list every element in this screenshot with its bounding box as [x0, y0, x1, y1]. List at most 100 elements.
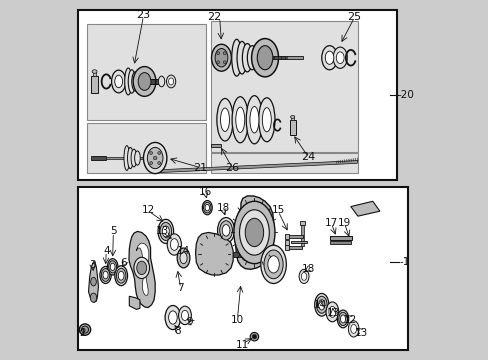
Circle shape [149, 152, 152, 154]
Ellipse shape [251, 39, 278, 77]
Ellipse shape [158, 219, 173, 243]
Ellipse shape [340, 315, 345, 323]
Bar [285, 239, 288, 244]
Text: 2: 2 [79, 328, 85, 338]
Ellipse shape [116, 268, 126, 283]
Ellipse shape [249, 107, 258, 133]
Ellipse shape [235, 107, 244, 132]
Text: 14: 14 [313, 300, 326, 310]
Bar [210, 144, 220, 147]
Text: 19: 19 [337, 217, 350, 228]
Ellipse shape [133, 67, 156, 96]
Ellipse shape [290, 116, 294, 118]
Ellipse shape [115, 75, 122, 88]
Bar [286, 235, 303, 238]
Polygon shape [129, 231, 155, 307]
Circle shape [223, 52, 225, 55]
Ellipse shape [100, 266, 111, 283]
Ellipse shape [257, 46, 272, 70]
Ellipse shape [134, 151, 140, 165]
Ellipse shape [81, 326, 88, 333]
Ellipse shape [325, 51, 333, 64]
Ellipse shape [131, 149, 137, 167]
Ellipse shape [264, 250, 283, 279]
Bar [329, 241, 350, 244]
Text: 14: 14 [177, 246, 190, 256]
Ellipse shape [90, 278, 96, 286]
Circle shape [149, 162, 152, 165]
Text: 10: 10 [230, 315, 244, 325]
Ellipse shape [166, 75, 175, 88]
Ellipse shape [90, 293, 97, 302]
Text: 25: 25 [346, 12, 361, 22]
Polygon shape [195, 233, 233, 275]
Polygon shape [240, 203, 267, 261]
Bar [105, 157, 151, 159]
Ellipse shape [158, 76, 164, 87]
Text: 18: 18 [216, 203, 229, 213]
Ellipse shape [244, 218, 263, 247]
Text: 22: 22 [207, 12, 221, 22]
Ellipse shape [165, 306, 181, 329]
Text: 5: 5 [110, 226, 117, 237]
Text: 13: 13 [354, 328, 367, 338]
Ellipse shape [328, 306, 335, 317]
Ellipse shape [103, 271, 108, 279]
Ellipse shape [252, 334, 256, 339]
Ellipse shape [124, 68, 132, 95]
Text: 7: 7 [177, 283, 183, 293]
Ellipse shape [239, 210, 269, 255]
Ellipse shape [138, 73, 151, 90]
Ellipse shape [267, 256, 279, 273]
Ellipse shape [128, 70, 135, 93]
Ellipse shape [203, 202, 211, 213]
Polygon shape [235, 196, 273, 269]
Ellipse shape [233, 201, 274, 264]
Text: 21: 21 [193, 163, 207, 172]
Text: 12: 12 [142, 205, 155, 215]
Ellipse shape [232, 97, 248, 143]
Ellipse shape [246, 96, 262, 144]
Ellipse shape [220, 108, 229, 131]
Ellipse shape [217, 217, 234, 243]
Text: 26: 26 [224, 163, 239, 172]
Circle shape [216, 61, 219, 64]
Ellipse shape [332, 47, 346, 68]
Text: -20: -20 [397, 90, 414, 100]
Ellipse shape [350, 324, 356, 333]
Text: 8: 8 [174, 326, 180, 336]
Bar [286, 246, 302, 249]
Ellipse shape [134, 257, 149, 279]
Ellipse shape [137, 261, 146, 275]
Ellipse shape [147, 147, 163, 168]
Text: 24: 24 [301, 152, 315, 162]
Bar [86, 123, 205, 173]
Text: 4: 4 [103, 246, 109, 256]
Ellipse shape [219, 221, 232, 240]
Ellipse shape [181, 310, 188, 320]
Ellipse shape [301, 273, 306, 280]
Bar [78, 10, 396, 180]
Ellipse shape [168, 78, 173, 85]
Bar [93, 72, 96, 76]
Bar [210, 153, 357, 173]
Ellipse shape [110, 263, 115, 270]
Polygon shape [136, 243, 148, 295]
Ellipse shape [143, 143, 166, 174]
Ellipse shape [247, 46, 257, 70]
Text: 13: 13 [155, 226, 168, 237]
Ellipse shape [299, 269, 308, 283]
Text: 17: 17 [324, 217, 337, 228]
Text: 11: 11 [236, 340, 249, 350]
Ellipse shape [222, 225, 229, 236]
Ellipse shape [314, 293, 328, 316]
Text: -1: -1 [398, 257, 408, 266]
Ellipse shape [237, 41, 246, 74]
Text: 23: 23 [136, 10, 150, 20]
Polygon shape [88, 261, 98, 302]
Ellipse shape [337, 310, 348, 328]
Ellipse shape [318, 300, 325, 310]
Ellipse shape [124, 145, 129, 170]
Ellipse shape [242, 44, 252, 72]
Bar [78, 187, 407, 350]
